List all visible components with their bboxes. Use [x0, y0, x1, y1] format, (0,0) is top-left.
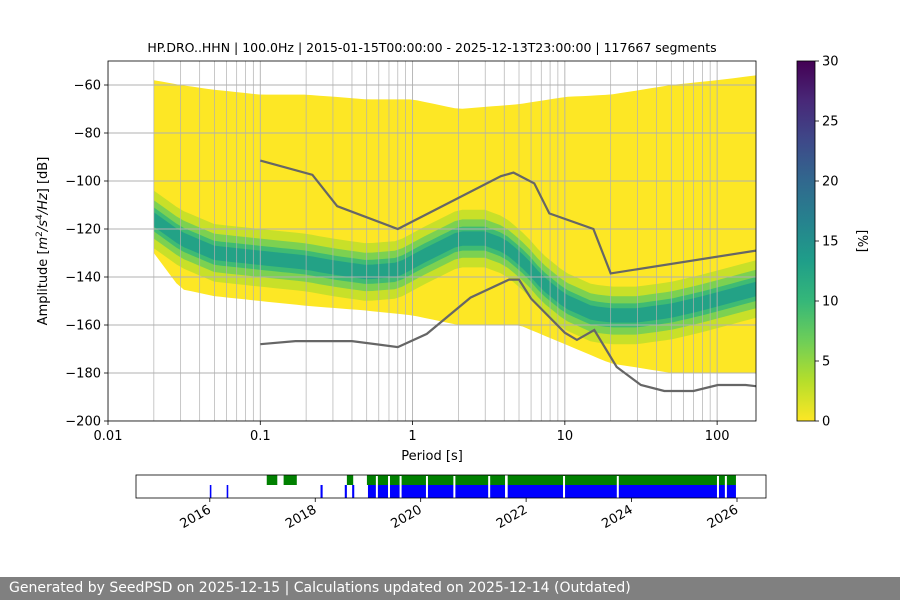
x-tick-label: 0.1 — [250, 429, 271, 444]
coverage-bar-lower — [352, 485, 355, 498]
psd-chart: HP.DRO..HHN | 100.0Hz | 2015-01-15T00:00… — [35, 40, 869, 532]
coverage-gap — [488, 476, 491, 498]
x-tick-label: 100 — [705, 429, 730, 444]
coverage-year-label: 2020 — [389, 502, 425, 532]
colorbar-tick-label: 15 — [822, 235, 839, 250]
coverage-year-label: 2018 — [283, 502, 319, 532]
y-tick-label: −160 — [65, 319, 101, 334]
histogram-density-band — [153, 212, 756, 323]
coverage-gap — [616, 476, 619, 498]
colorbar: 0 5 10 15 20 25 30 [%] — [796, 55, 869, 430]
colorbar-tick-label: 10 — [822, 295, 839, 310]
coverage-bar-upper — [346, 475, 354, 485]
x-tick-label: 1 — [408, 429, 416, 444]
coverage-gap — [724, 476, 727, 498]
y-tick-label: −100 — [65, 175, 101, 190]
colorbar-gradient — [796, 60, 816, 422]
coverage-frame — [135, 474, 767, 499]
y-tick-label: −60 — [74, 79, 101, 94]
coverage-bar-upper — [283, 475, 297, 485]
colorbar-ticks: 0 5 10 15 20 25 30 — [815, 55, 839, 430]
coverage-bar-lower — [320, 485, 323, 498]
coverage-gap — [716, 476, 719, 498]
y-tick-label: −180 — [65, 367, 101, 382]
histogram-density-band — [153, 200, 756, 335]
coverage-bar-lower — [367, 485, 506, 498]
data-coverage-strip: 2016 2018 2020 2022 2024 2026 — [135, 474, 767, 532]
coverage-gap — [399, 476, 402, 498]
high-noise-model-line — [260, 159, 756, 275]
coverage-bar-upper — [266, 475, 278, 485]
y-tick-label: −120 — [65, 223, 101, 238]
plot-frame — [107, 60, 757, 422]
colorbar-tick-label: 25 — [822, 115, 839, 130]
x-axis-ticks: 0.01 0.1 1 10 100 — [94, 421, 730, 444]
coverage-year-label: 2016 — [178, 502, 214, 532]
histogram-density-band — [153, 207, 756, 328]
low-noise-model-line — [260, 278, 756, 393]
coverage-bar-upper — [366, 475, 506, 485]
colorbar-tick-label: 30 — [822, 55, 839, 70]
grid-lines — [108, 61, 756, 421]
coverage-gap — [563, 476, 566, 498]
colorbar-tick-label: 20 — [822, 175, 839, 190]
coverage-year-ticks: 2016 2018 2020 2022 2024 2026 — [178, 498, 741, 532]
coverage-year-label: 2024 — [599, 502, 635, 532]
coverage-gap — [425, 476, 428, 498]
coverage-gap — [388, 476, 390, 498]
x-axis-label: Period [s] — [401, 449, 463, 464]
coverage-year-label: 2022 — [494, 502, 530, 532]
coverage-bar-lower — [344, 485, 347, 498]
y-axis-ticks: −60 −80 −100 −120 −140 −160 −180 −200 — [65, 79, 108, 430]
y-tick-label: −80 — [74, 127, 101, 142]
psd-histogram — [153, 75, 756, 373]
colorbar-tick-label: 0 — [822, 415, 830, 430]
colorbar-label: [%] — [854, 230, 869, 253]
chart-title: HP.DRO..HHN | 100.0Hz | 2015-01-15T00:00… — [147, 40, 716, 55]
coverage-bar-upper — [507, 475, 736, 485]
coverage-bar-lower — [209, 485, 212, 498]
coverage-year-label: 2026 — [705, 502, 741, 532]
coverage-bar-lower — [507, 485, 736, 498]
y-tick-label: −200 — [65, 415, 101, 430]
x-tick-label: 0.01 — [94, 429, 123, 444]
coverage-gap — [453, 476, 456, 498]
colorbar-tick-label: 5 — [822, 355, 830, 370]
psd-plot-area: 0.01 0.1 1 10 100 −60 −80 −100 −120 −140 −160 −180… — [35, 60, 757, 464]
y-axis-label: Amplitude [m2/s4/Hz] [dB] — [35, 157, 51, 326]
coverage-bar-lower — [226, 485, 229, 498]
footer-status: Generated by SeedPSD on 2025-12-15 | Cal… — [0, 577, 900, 600]
x-tick-label: 10 — [557, 429, 574, 444]
coverage-gap — [375, 476, 378, 498]
y-tick-label: −140 — [65, 271, 101, 286]
